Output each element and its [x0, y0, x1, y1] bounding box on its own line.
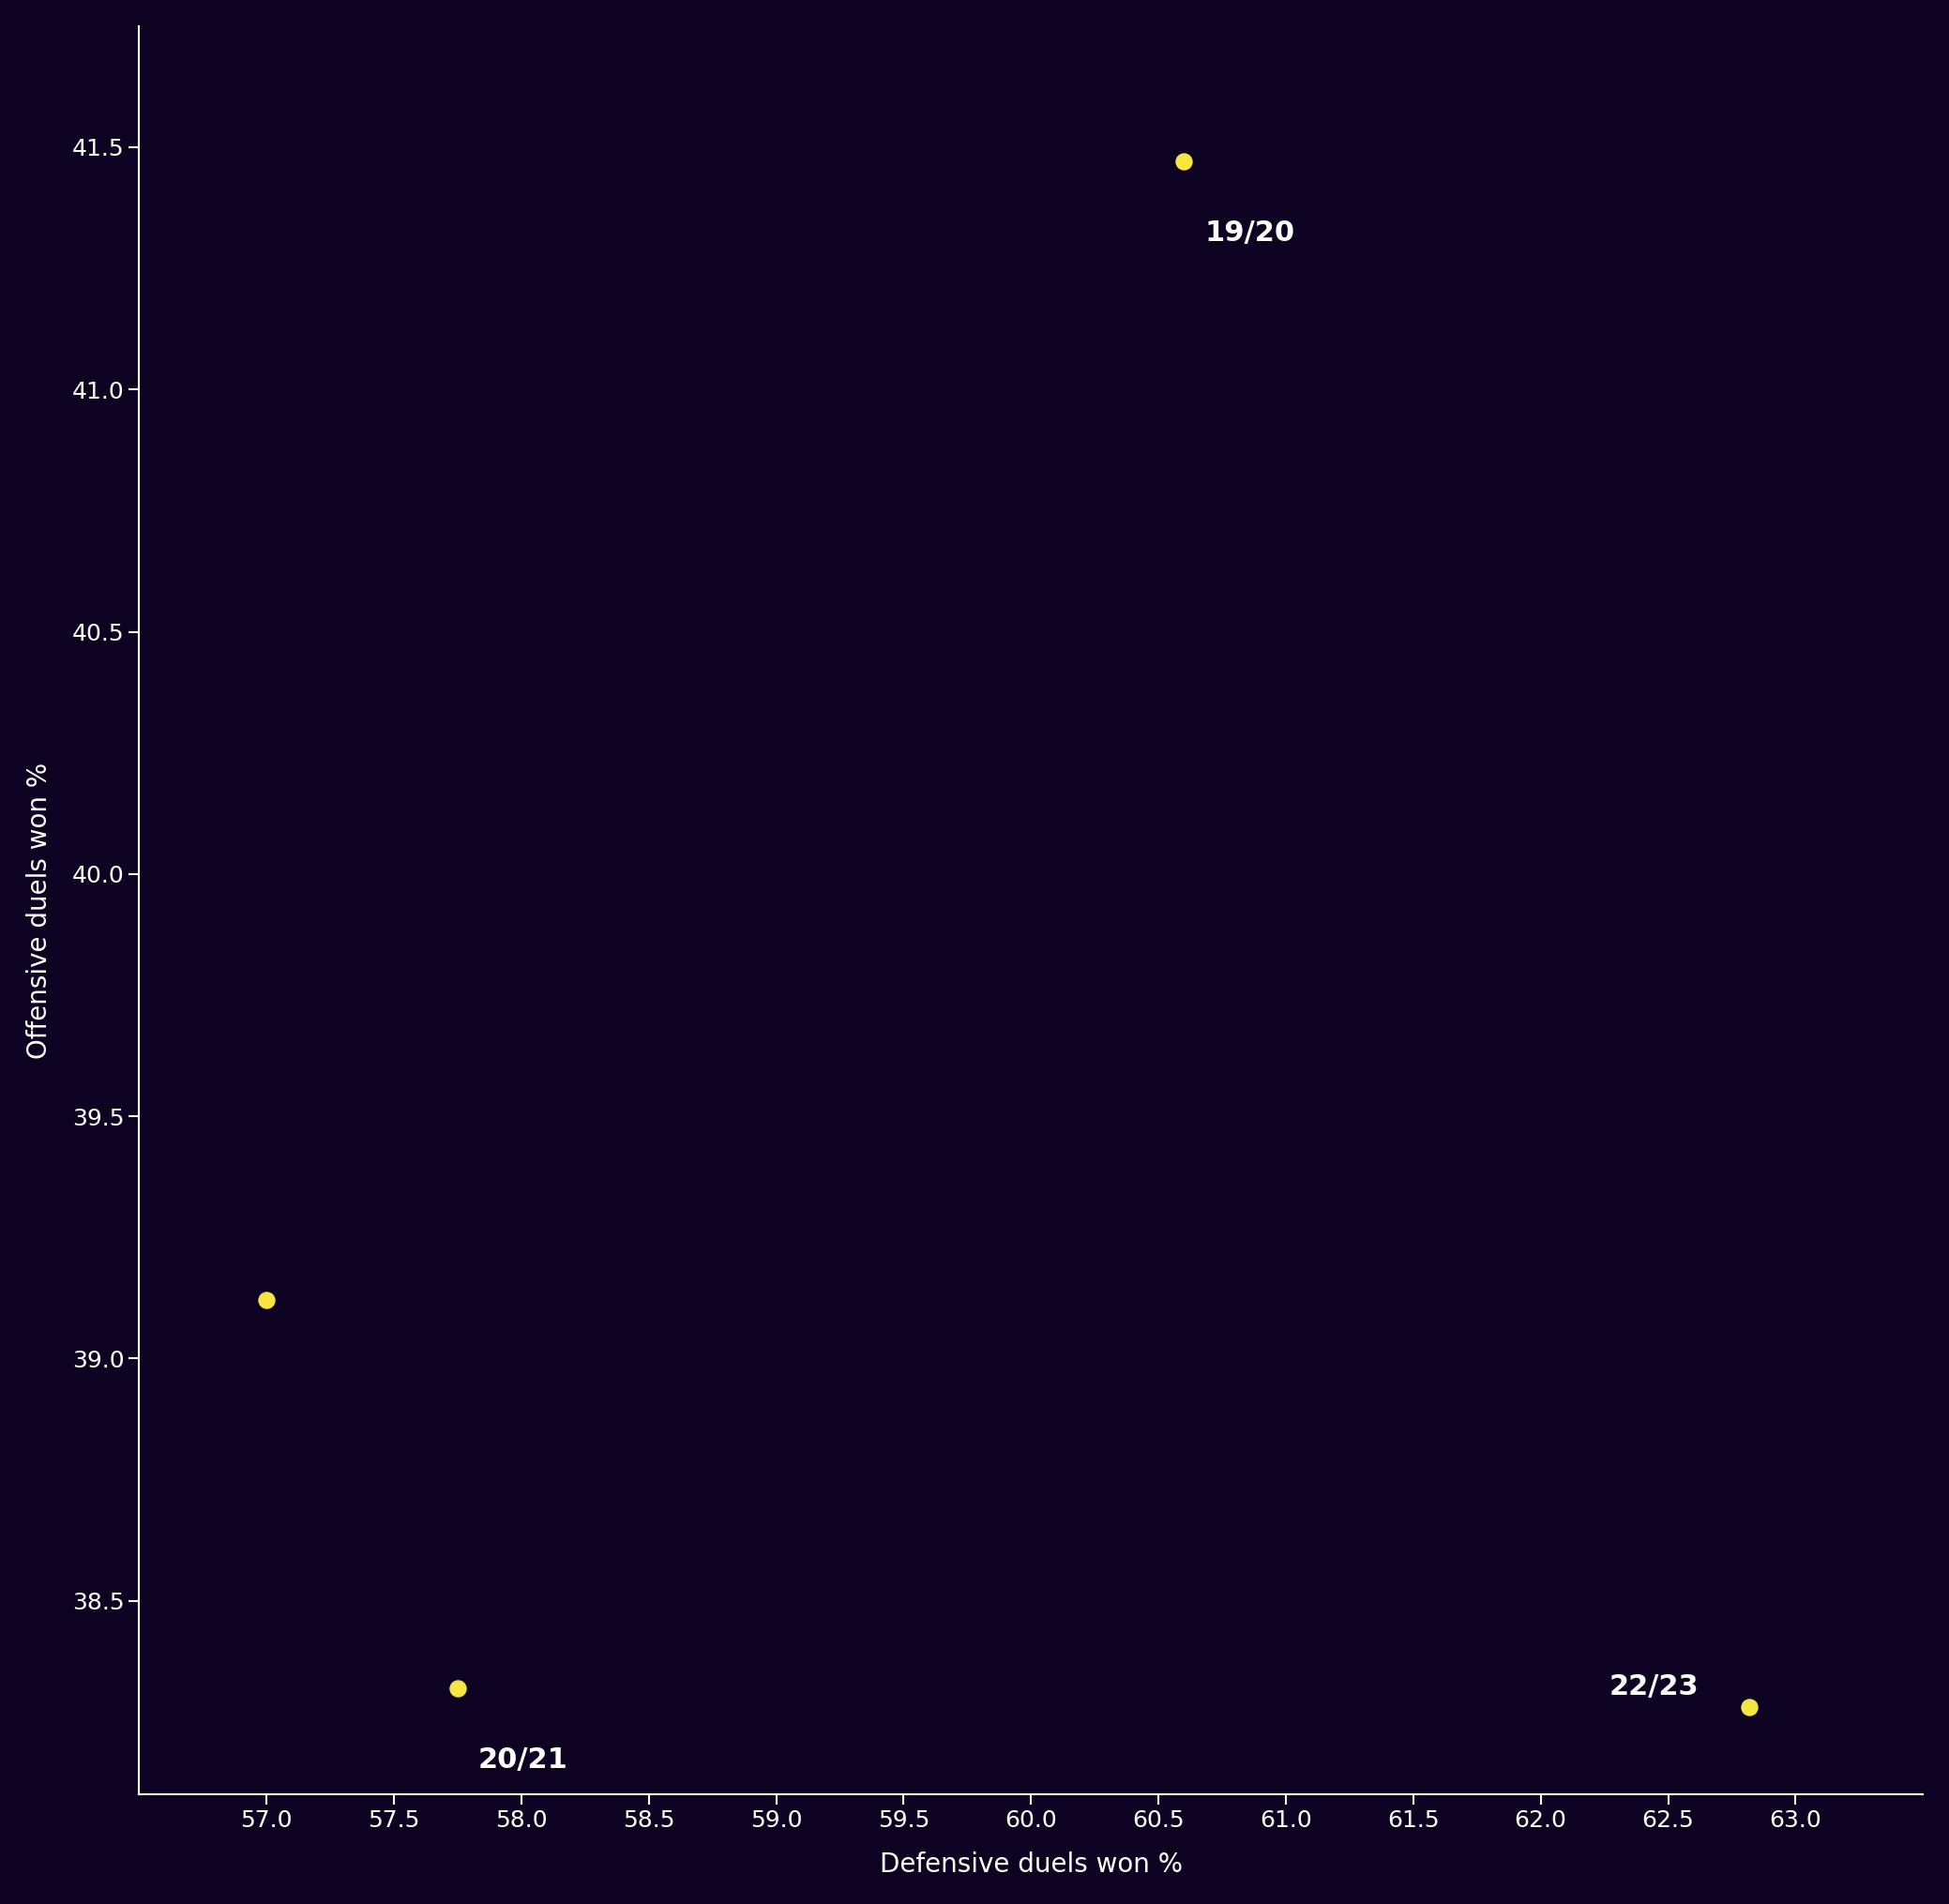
- Point: [442, 1674, 474, 1704]
- X-axis label: Defensive duels won %: Defensive duels won %: [879, 1853, 1183, 1877]
- Point: [1167, 147, 1199, 177]
- Y-axis label: Offensive duels won %: Offensive duels won %: [25, 762, 53, 1059]
- Text: 20/21: 20/21: [478, 1746, 567, 1773]
- Text: 19/20: 19/20: [1204, 219, 1294, 248]
- Point: [251, 1285, 283, 1316]
- Point: [1735, 1693, 1766, 1723]
- Text: 22/23: 22/23: [1610, 1674, 1700, 1700]
